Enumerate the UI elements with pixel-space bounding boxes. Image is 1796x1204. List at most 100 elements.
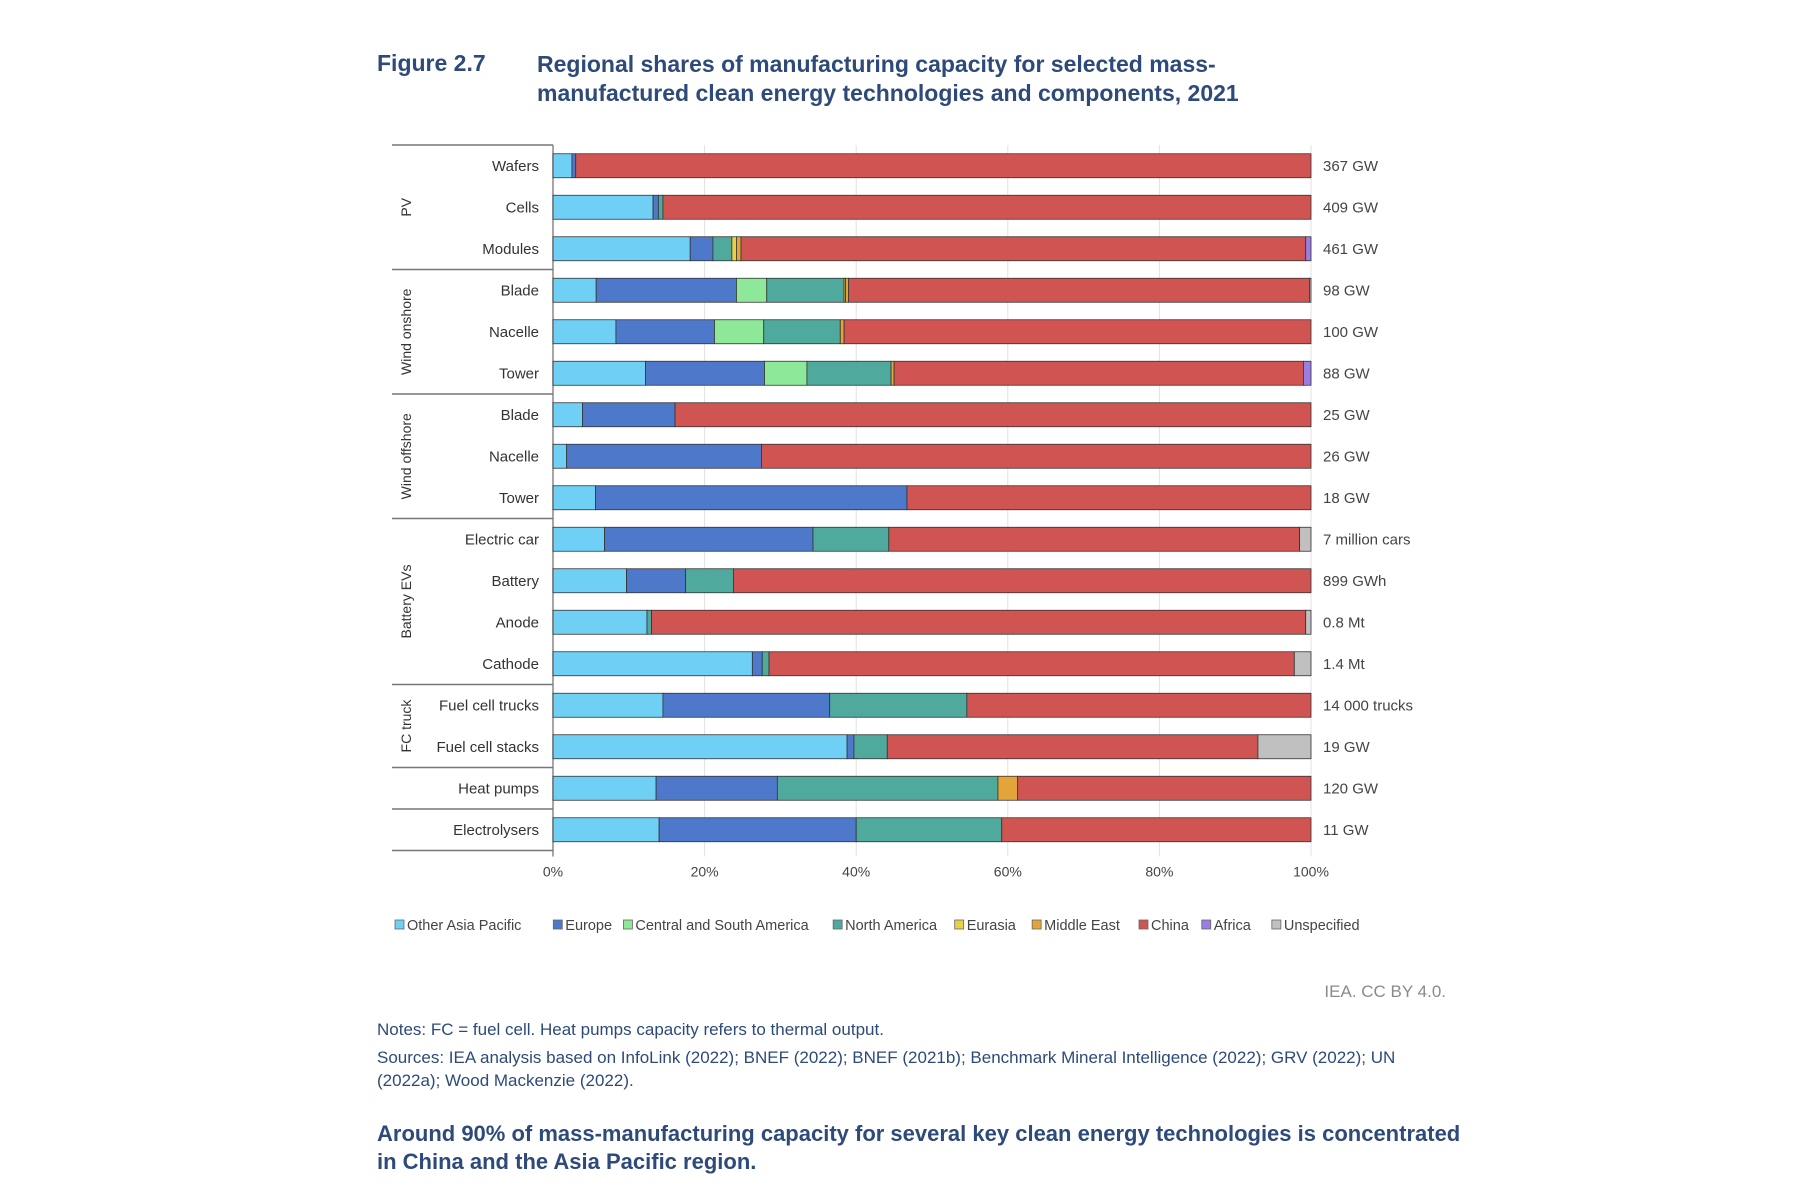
x-tick-label: 20% xyxy=(691,864,719,880)
row-label: Electric car xyxy=(465,531,539,548)
bar-segment-other-asia-pacific xyxy=(552,609,648,635)
stacked-bar-chart: 0% 20% 40% 60% 80% 100% Wafers 367 GW Cells 409 G… xyxy=(392,144,1413,934)
legend-label: Eurasia xyxy=(967,918,1017,934)
legend-label: Other Asia Pacific xyxy=(407,918,521,934)
x-tick-label: 100% xyxy=(1293,864,1329,880)
bar-segment-other-asia-pacific xyxy=(552,402,583,428)
bar-segment-china xyxy=(906,485,1312,511)
legend-label: Unspecified xyxy=(1284,918,1360,934)
bar-segment-other-asia-pacific xyxy=(552,775,657,801)
group-label: PV xyxy=(398,197,414,216)
bar-segment-middle-east xyxy=(839,319,845,345)
bar-segment-china xyxy=(1001,817,1312,843)
bar-segment-north-america xyxy=(657,194,664,220)
row-label: Blade xyxy=(501,407,539,424)
bar-segment-china xyxy=(740,236,1307,262)
row-label: Fuel cell trucks xyxy=(439,697,539,714)
bar-segment-middle-east xyxy=(736,236,742,262)
row-label: Cathode xyxy=(482,656,539,673)
bar-segment-other-asia-pacific xyxy=(552,651,753,677)
bar-segment-central-and-south-america xyxy=(736,277,768,303)
legend-label: Europe xyxy=(565,918,612,934)
legend-swatch xyxy=(1201,919,1212,930)
bar-segment-other-asia-pacific xyxy=(552,692,664,718)
bar-segment-africa xyxy=(1305,236,1312,262)
legend-swatch xyxy=(623,919,633,930)
bar-segment-europe xyxy=(626,568,687,594)
row-label: Cells xyxy=(506,199,539,216)
row-total-label: 100 GW xyxy=(1323,324,1379,341)
bar-segment-europe xyxy=(615,319,715,345)
bar-segment-other-asia-pacific xyxy=(552,817,660,843)
bar-segment-middle-east xyxy=(997,775,1019,801)
row-label: Fuel cell stacks xyxy=(436,739,539,756)
row-label: Battery xyxy=(491,573,539,590)
bar-segment-unspecified xyxy=(1309,277,1312,303)
row-total-label: 461 GW xyxy=(1323,241,1379,258)
bar-segment-north-america xyxy=(761,651,770,677)
row-total-label: 88 GW xyxy=(1323,365,1371,382)
bar-segment-china xyxy=(966,692,1312,718)
bar-segment-europe xyxy=(658,817,857,843)
bar-segment-unspecified xyxy=(1293,651,1312,677)
bar-segment-europe xyxy=(571,153,577,179)
bar-segment-unspecified xyxy=(1257,734,1312,760)
bar-segment-central-and-south-america xyxy=(764,360,808,386)
bar-segment-unspecified xyxy=(1305,609,1312,635)
bar-segment-china xyxy=(733,568,1312,594)
bar-segment-china xyxy=(848,277,1310,303)
row-label: Nacelle xyxy=(489,324,539,341)
row-total-label: 367 GW xyxy=(1323,158,1379,175)
bar-segment-china xyxy=(575,153,1312,179)
bar-segment-other-asia-pacific xyxy=(552,153,573,179)
bar-segment-europe xyxy=(751,651,763,677)
bar-segment-north-america xyxy=(685,568,734,594)
bar-segment-other-asia-pacific xyxy=(552,194,654,220)
bar-segment-other-asia-pacific xyxy=(552,443,568,469)
row-label: Modules xyxy=(482,241,539,258)
legend-swatch xyxy=(552,919,563,930)
figure-number: Figure 2.7 xyxy=(377,50,486,76)
bar-segment-china xyxy=(843,319,1312,345)
x-tick-label: 60% xyxy=(994,864,1022,880)
bar-segment-europe xyxy=(595,485,908,511)
bar-segment-north-america xyxy=(712,236,733,262)
sources: Sources: IEA analysis based on InfoLink … xyxy=(377,1048,1396,1090)
bar-segment-europe xyxy=(689,236,714,262)
bar-segment-europe xyxy=(566,443,762,469)
bar-segment-africa xyxy=(1303,360,1312,386)
bar-segment-china xyxy=(768,651,1295,677)
bar-segment-china xyxy=(888,526,1301,552)
bar-segment-europe xyxy=(595,277,737,303)
bar-segment-north-america xyxy=(646,609,652,635)
legend-label: Central and South America xyxy=(635,918,809,934)
group-label: FC truck xyxy=(398,699,414,753)
bar-segment-middle-east xyxy=(890,360,895,386)
bar-segment-europe xyxy=(582,402,676,428)
bar-segment-eurasia xyxy=(731,236,737,262)
group-label: Wind onshore xyxy=(398,288,414,375)
group-label: Battery EVs xyxy=(398,565,414,639)
bar-segment-china xyxy=(651,609,1307,635)
legend-label: China xyxy=(1151,918,1190,934)
bar-segment-other-asia-pacific xyxy=(552,277,597,303)
bar-segment-china xyxy=(674,402,1312,428)
bar-segment-north-america xyxy=(812,526,890,552)
bar-segment-china xyxy=(662,194,1312,220)
bar-segment-other-asia-pacific xyxy=(552,485,596,511)
bar-segment-north-america xyxy=(763,319,841,345)
row-label: Heat pumps xyxy=(458,780,539,797)
conclusion: Around 90% of mass-manufacturing capacit… xyxy=(377,1121,1461,1174)
bar-segment-europe xyxy=(604,526,814,552)
bar-segment-north-america xyxy=(806,360,892,386)
row-label: Nacelle xyxy=(489,448,539,465)
row-total-label: 19 GW xyxy=(1323,739,1371,756)
legend-label: North America xyxy=(845,918,938,934)
row-total-label: 7 million cars xyxy=(1323,531,1411,548)
legend-swatch xyxy=(394,919,405,930)
row-total-label: 18 GW xyxy=(1323,490,1371,507)
bar-segment-china xyxy=(761,443,1312,469)
row-label: Wafers xyxy=(492,158,539,175)
x-tick-label: 0% xyxy=(543,864,563,880)
row-total-label: 25 GW xyxy=(1323,407,1371,424)
